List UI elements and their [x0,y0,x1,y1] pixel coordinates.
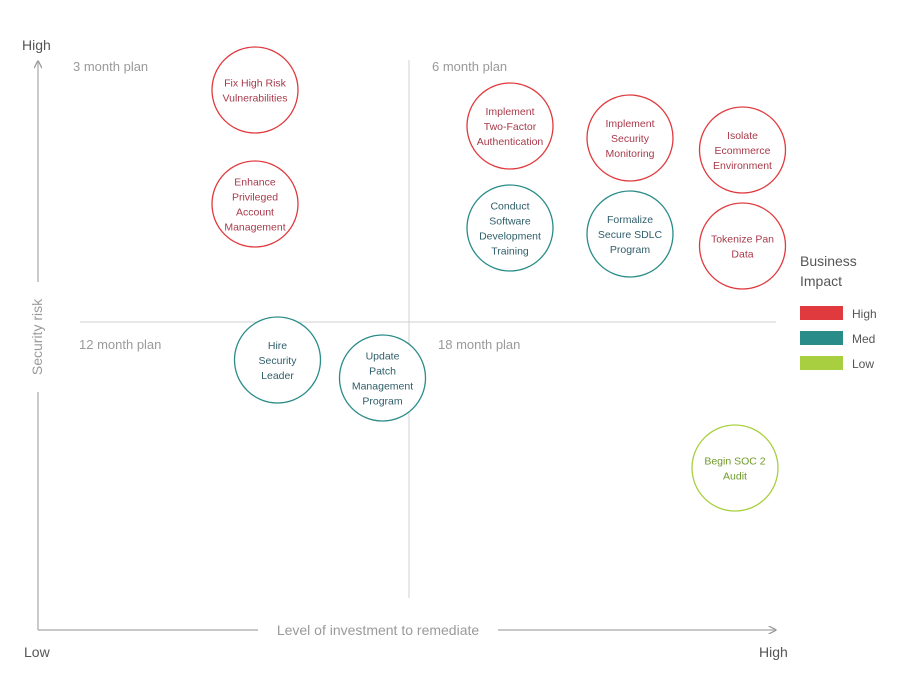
bubble-label-line: Security [259,355,298,367]
bubble-label: Implement Security Monitoring [605,118,654,160]
bubble-circle [691,424,779,512]
legend-items: High Med Low [800,306,877,371]
bubble-label: Update Patch Management Program [352,351,413,408]
bubble-circle [586,190,674,278]
bubble-label-line: Fix High Risk [224,78,287,90]
y-axis-high-label: High [22,37,51,53]
bubble-label-line: Implement [485,106,534,118]
bubble-3: Implement Security Monitoring [586,94,674,182]
x-axis-high-label: High [759,644,788,660]
bubble-label-line: Account [236,207,274,219]
bubble-circle [698,202,787,290]
bubble-4: Isolate Ecommerce Environment [698,106,787,194]
legend-swatch-high [800,306,843,320]
quadrant-label-bottom-left: 12 month plan [79,337,161,352]
bubble-label-line: Privileged [232,192,278,204]
bubble-1: Enhance Privileged Account Management [211,160,299,248]
bubble-circle [211,160,299,248]
bubble-label-line: Monitoring [605,148,654,160]
bubble-label: Implement Two-Factor Authentication [477,106,544,148]
bubble-2: Implement Two-Factor Authentication [466,82,554,170]
x-axis-low-label: Low [24,644,51,660]
bubble-label-line: Software [489,216,531,228]
bubble-9: Update Patch Management Program [338,334,427,422]
legend-title: Business Impact [800,253,861,289]
bubble-circle [586,94,674,182]
bubble-7: Tokenize Pan Data [698,202,787,290]
bubble-label-line: Patch [369,366,396,378]
bubble-5: Conduct Software Development Training [466,184,554,272]
bubble-label: Conduct Software Development Training [479,201,541,258]
bubble-label-line: Secure SDLC [598,229,663,241]
x-axis-title: Level of investment to remediate [277,622,480,638]
bubble-label: Begin SOC 2 Audit [704,456,765,483]
quadrant-label-top-right: 6 month plan [432,59,507,74]
bubble-circle [211,46,299,134]
bubble-label-line: Ecommerce [714,145,770,157]
bubble-0: Fix High Risk Vulnerabilities [211,46,299,134]
bubble-label-line: Formalize [607,214,653,226]
bubble-label-line: Enhance [234,177,276,189]
legend-title-line: Business [800,253,857,269]
legend: Business Impact High Med Low [800,253,877,371]
bubble-label-line: Isolate [727,130,758,142]
legend-label-low: Low [852,357,874,371]
bubble-label-line: Begin SOC 2 [704,456,765,468]
bubble-label-line: Authentication [477,136,544,148]
legend-swatch-low [800,356,843,370]
bubble-8: Hire Security Leader [233,316,322,404]
bubble-label-line: Audit [723,471,747,483]
bubble-circle [233,316,322,404]
bubble-label-line: Two-Factor [484,121,537,133]
bubble-label: Enhance Privileged Account Management [224,177,285,234]
quadrant-label-top-left: 3 month plan [73,59,148,74]
legend-label-med: Med [852,332,875,346]
bubble-label-line: Hire [268,340,287,352]
bubble-label-line: Management [352,381,413,393]
bubble-label-line: Update [366,351,400,363]
bubble-label-line: Vulnerabilities [223,93,288,105]
bubble-label: Formalize Secure SDLC Program [598,214,663,256]
bubble-label-line: Development [479,231,541,243]
bubble-label-line: Program [610,244,651,256]
bubble-label-line: Program [362,396,403,408]
bubble-label: Hire Security Leader [259,340,298,382]
bubble-label-line: Environment [713,160,772,172]
legend-swatch-med [800,331,843,345]
y-axis-title: Security risk [29,298,45,375]
bubble-label-line: Conduct [490,201,529,213]
quadrant-label-bottom-right: 18 month plan [438,337,520,352]
bubble-label-line: Management [224,222,285,234]
bubble-circle [466,82,554,170]
bubble-circle [698,106,787,194]
bubble-label-line: Data [731,249,753,261]
bubble-circle [466,184,554,272]
bubble-label-line: Security [611,133,650,145]
bubble-label: Tokenize Pan Data [711,234,774,261]
bubble-circle [338,334,427,422]
bubble-10: Begin SOC 2 Audit [691,424,779,512]
bubble-label-line: Leader [261,370,294,382]
bubble-label-line: Training [491,246,529,258]
bubble-6: Formalize Secure SDLC Program [586,190,674,278]
bubble-label: Isolate Ecommerce Environment [713,130,772,172]
bubble-label-line: Implement [605,118,654,130]
bubble-label: Fix High Risk Vulnerabilities [223,78,288,105]
bubbles-layer: Fix High Risk Vulnerabilities Enhance Privi… [211,46,787,512]
legend-label-high: High [852,307,877,321]
bubble-label-line: Tokenize Pan [711,234,774,246]
legend-title-line: Impact [800,273,842,289]
